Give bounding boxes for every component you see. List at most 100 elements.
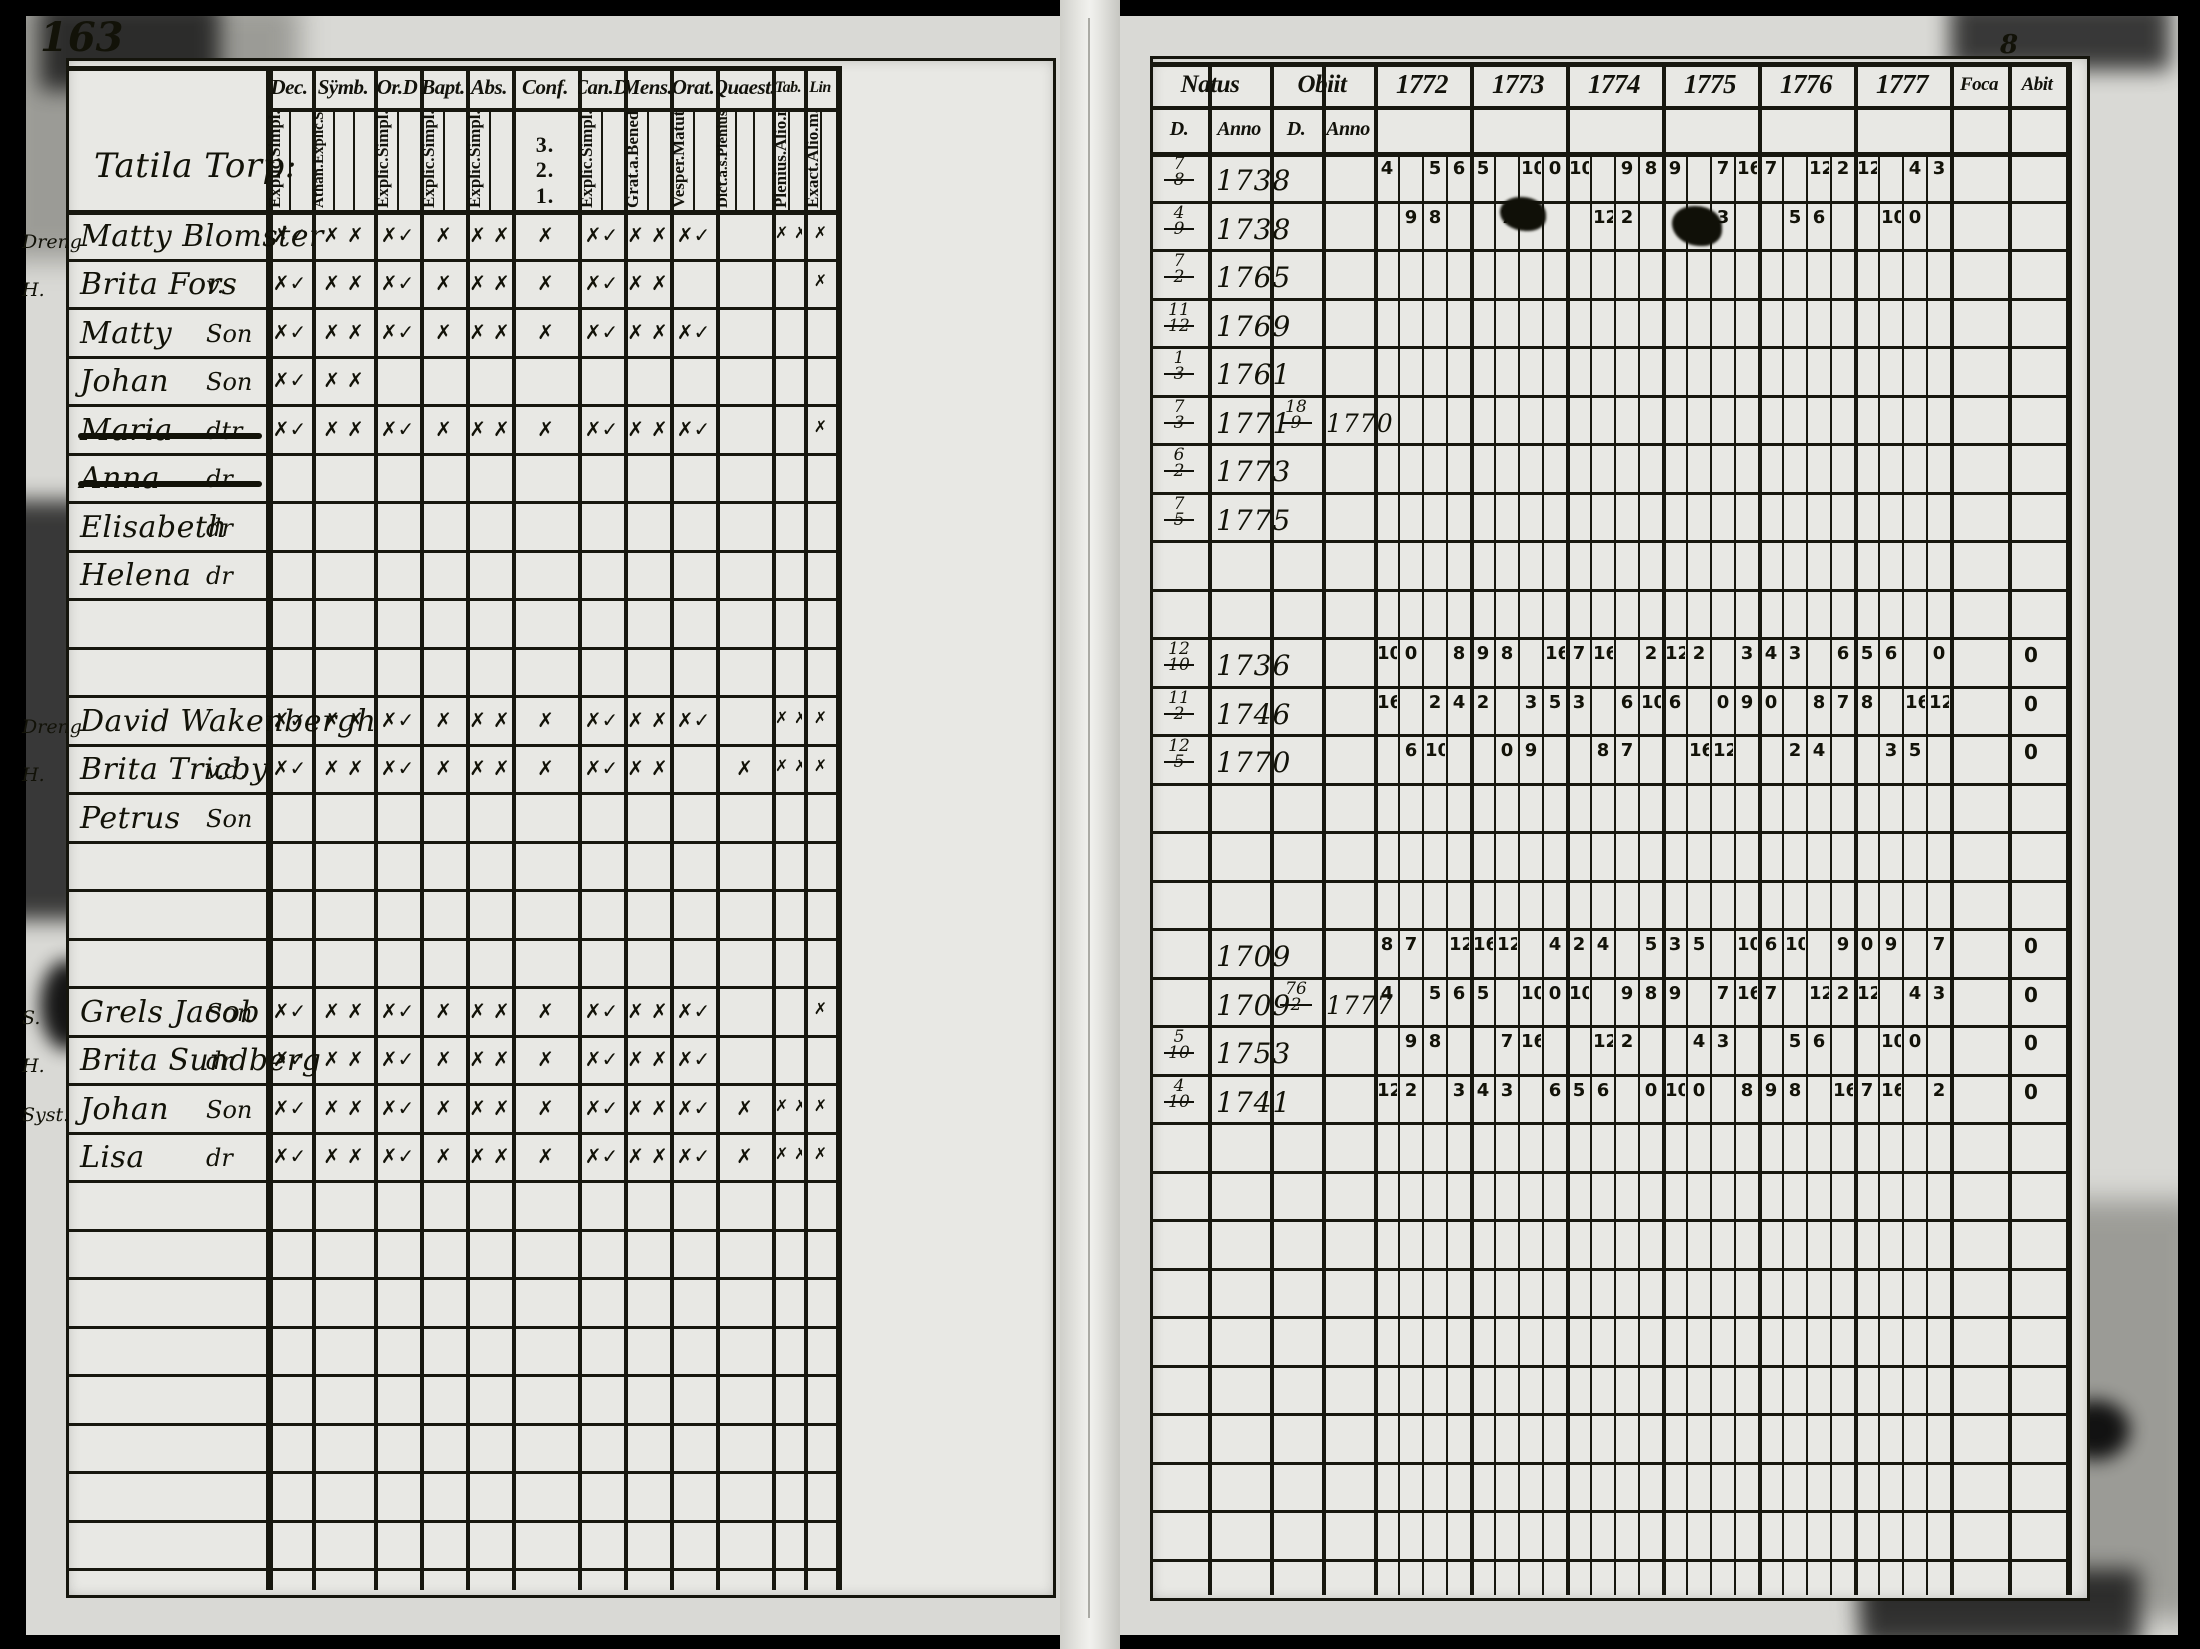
- communion-count: 5: [1788, 206, 1802, 228]
- communion-count: 5: [1644, 934, 1658, 955]
- subheader-label: Explic.: [312, 119, 327, 165]
- attendance-mark: ✗: [813, 756, 828, 775]
- row-rule: [1150, 1364, 2072, 1368]
- communion-count: 12: [1449, 934, 1469, 955]
- attendance-mark: ✗ ✗: [323, 271, 364, 295]
- left-page: Dec.Explic.Simpl.Sÿmb.Athan.Explic.Simpl…: [22, 58, 1056, 1598]
- attendance-mark: ✗: [813, 222, 828, 242]
- attendance-mark: ✗✓: [272, 1095, 307, 1120]
- attendance-mark: ✗✓: [380, 998, 415, 1023]
- communion-count: 10: [1881, 1031, 1901, 1052]
- communion-count: 7: [1932, 934, 1946, 955]
- row-rule: [66, 1325, 842, 1329]
- communion-count: 4: [1764, 643, 1778, 664]
- attendance-mark: ✗✓: [584, 756, 619, 780]
- attendance-mark: ✗✓: [584, 1144, 619, 1168]
- attendance-mark: ✗: [537, 707, 554, 732]
- communion-count: 9: [1404, 1031, 1418, 1052]
- entry-relation-6: dr: [206, 465, 233, 493]
- column-rule: [1374, 62, 1378, 1595]
- column-rule: [333, 112, 335, 210]
- attendance-mark: ✗: [537, 1095, 554, 1120]
- subheader-label: Vesper.: [670, 155, 688, 208]
- communion-count: 12: [1713, 740, 1733, 761]
- communion-count: 16: [1521, 1031, 1541, 1052]
- column-rule: [788, 112, 790, 210]
- communion-count: 2: [1836, 158, 1850, 179]
- entry-name-13: Brita Sundberg: [80, 1043, 322, 1078]
- communion-count: 12: [1929, 691, 1949, 713]
- communion-count: 8: [1740, 1079, 1754, 1101]
- natus-day-3: 7 2: [1173, 251, 1185, 285]
- subheader-label: Simpl.: [312, 112, 327, 120]
- communion-count: 2: [1932, 1079, 1946, 1101]
- communion-count: 9: [1620, 158, 1634, 179]
- attendance-mark: ✗ ✗: [469, 319, 510, 344]
- column-subheader-tab: Plenius. Alio.m.: [772, 112, 804, 210]
- column-rule: [716, 66, 720, 1590]
- row-rule: [1150, 297, 2072, 301]
- attendance-mark: ✗ ✗: [469, 416, 510, 441]
- attendance-mark: ✗: [435, 1095, 452, 1120]
- column-header-y1772: 1772: [1396, 69, 1449, 99]
- row-rule: [266, 108, 842, 112]
- natus-day-rule: [1164, 470, 1194, 472]
- communion-count: 12: [1857, 158, 1877, 179]
- natus-day-8: 7 5: [1173, 493, 1185, 528]
- natus-day-rule: [1164, 761, 1194, 763]
- communion-count: 9: [1668, 158, 1682, 179]
- attendance-mark: ✗ ✗: [323, 1144, 364, 1168]
- communion-count: 8: [1788, 1079, 1802, 1101]
- natus-day-2: 4 9: [1173, 202, 1185, 237]
- entry-prefix-13: H.: [22, 1055, 45, 1077]
- attendance-mark: ✗✓: [584, 1047, 619, 1071]
- attendance-mark: ✗✓: [380, 319, 415, 344]
- communion-count: 7: [1860, 1079, 1874, 1101]
- communion-count: 4: [1380, 158, 1394, 179]
- communion-count: 6: [1596, 1079, 1610, 1101]
- communion-count: 5: [1572, 1079, 1586, 1101]
- attendance-mark: ✗: [435, 1047, 452, 1071]
- communion-count: 7: [1716, 982, 1730, 1004]
- column-rule: [836, 66, 842, 1590]
- column-rule: [1542, 152, 1544, 1595]
- communion-count: 4: [1908, 158, 1922, 179]
- column-rule: [1638, 152, 1640, 1595]
- communion-count: 16: [1905, 691, 1925, 713]
- communion-count: 12: [1593, 1031, 1613, 1052]
- communion-count: 0: [1764, 691, 1778, 713]
- column-rule: [466, 66, 470, 1590]
- communion-count: 10: [1377, 643, 1397, 664]
- communion-count: 2: [1404, 1079, 1418, 1101]
- column-header-abs: Abs.: [471, 75, 507, 99]
- column-subheader-cand: Explic. Simpl.: [578, 112, 624, 210]
- entry-name-15: Lisa: [80, 1140, 145, 1175]
- entry-prefix-10: H.: [22, 764, 45, 786]
- communion-count: 6: [1452, 982, 1466, 1004]
- natus-day-15: 4 10: [1168, 1075, 1190, 1112]
- communion-count: 3: [1452, 1079, 1466, 1101]
- entry-relation-4: Son: [206, 368, 253, 396]
- entry-relation-8: dr: [206, 562, 233, 590]
- communion-count: 6: [1620, 691, 1634, 713]
- attendance-mark: ✗: [736, 756, 753, 780]
- attendance-mark: ✗✓: [676, 1095, 711, 1120]
- row-rule: [1150, 685, 2072, 689]
- communion-count: 2: [1620, 206, 1634, 228]
- communion-count: 8: [1596, 740, 1610, 761]
- communion-count: 0: [1404, 643, 1418, 664]
- row-rule: [66, 792, 842, 795]
- attendance-mark: ✗ ✗: [323, 998, 364, 1023]
- subheader-label: 1.: [535, 182, 555, 208]
- column-rule: [753, 112, 755, 210]
- row-rule: [1150, 106, 2072, 110]
- communion-count: 4: [1596, 934, 1610, 955]
- attendance-mark: ✗ ✗: [627, 1144, 668, 1168]
- natus-day-7: 6 2: [1173, 445, 1185, 479]
- column-header-y1773: 1773: [1492, 69, 1545, 99]
- column-header-conf: Conf.: [522, 75, 568, 99]
- communion-count: 4: [1548, 934, 1562, 955]
- communion-count: 16: [1737, 982, 1757, 1004]
- attendance-mark: ✗ ✗: [323, 222, 364, 247]
- communion-count: 5: [1860, 643, 1874, 664]
